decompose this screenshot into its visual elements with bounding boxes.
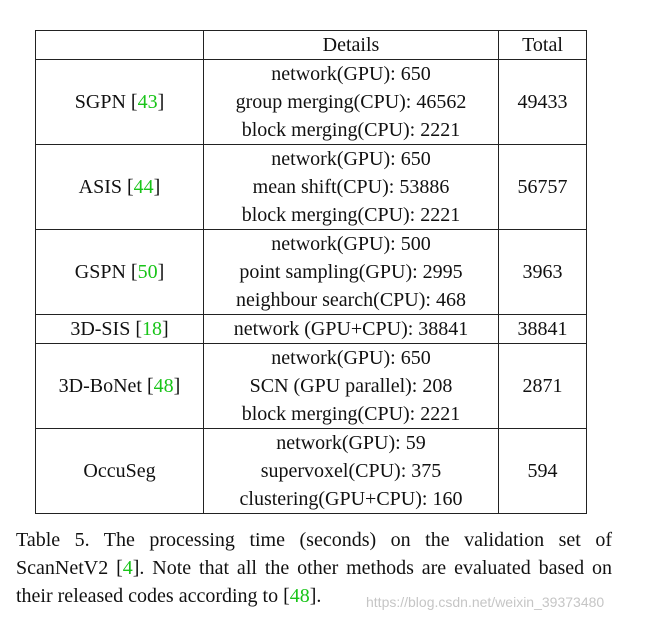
header-details: Details [203,30,499,60]
table-header-row: Details Total [35,30,587,60]
method-cell: SGPN [43] [35,59,204,145]
table-row: OccuSeg network(GPU): 59 supervoxel(CPU): … [35,428,587,514]
citation-link[interactable]: 43 [137,91,158,113]
total-cell: 38841 [498,314,587,344]
caption-citation[interactable]: 48 [289,585,310,607]
method-cell: ASIS [44] [35,144,204,230]
method-cell: GSPN [50] [35,229,204,315]
method-name: GSPN [74,261,126,283]
citation-link[interactable]: 44 [133,176,154,198]
detail-line: mean shift(CPU): 53886 [252,176,450,198]
processing-time-table: Details Total SGPN [43] network(GPU): 650… [35,30,587,514]
method-name: ASIS [78,176,122,198]
details-cell: network (GPU+CPU): 38841 [203,314,499,344]
detail-line: network(GPU): 500 [271,233,431,255]
caption-text: ]. Note that all the other methods are e… [16,557,613,607]
detail-line: network(GPU): 59 [276,432,426,454]
method-cell: 3D-SIS [18] [35,314,204,344]
detail-line: network(GPU): 650 [271,148,431,170]
caption-text: ]. [309,585,322,607]
method-cell: OccuSeg [35,428,204,514]
method-name: OccuSeg [83,460,156,482]
detail-line: supervoxel(CPU): 375 [260,460,442,482]
citation-link[interactable]: 48 [153,375,174,397]
table-row: GSPN [50] network(GPU): 500 point sampling… [35,229,587,315]
detail-line: network (GPU+CPU): 38841 [233,318,469,340]
details-cell: network(GPU): 650 mean shift(CPU): 53886 b… [203,144,499,230]
method-cell: 3D-BoNet [48] [35,343,204,429]
total-cell: 594 [498,428,587,514]
total-cell: 49433 [498,59,587,145]
detail-line: point sampling(GPU): 2995 [239,261,463,283]
method-name: 3D-SIS [70,318,131,340]
table-row: ASIS [44] network(GPU): 650 mean shift(CPU… [35,144,587,230]
details-cell: network(GPU): 500 point sampling(GPU): 29… [203,229,499,315]
total-cell: 3963 [498,229,587,315]
table-row: 3D-BoNet [48] network(GPU): 650 SCN (GPU p… [35,343,587,429]
details-cell: network(GPU): 650 group merging(CPU): 465… [203,59,499,145]
detail-line: clustering(GPU+CPU): 160 [239,488,463,510]
citation-link[interactable]: 50 [137,261,158,283]
method-name: SGPN [74,91,126,113]
header-total: Total [498,30,587,60]
watermark-url: https://blog.csdn.net/weixin_39373480 [366,594,605,610]
table-body: SGPN [43] network(GPU): 650 group merging(… [35,59,587,514]
table-row: 3D-SIS [18] network (GPU+CPU): 38841 38841 [35,314,587,344]
detail-line: block merging(CPU): 2221 [241,403,461,425]
details-cell: network(GPU): 650 SCN (GPU parallel): 208… [203,343,499,429]
total-cell: 56757 [498,144,587,230]
detail-line: neighbour search(CPU): 468 [236,289,466,311]
detail-line: network(GPU): 650 [271,63,431,85]
caption-citation[interactable]: 4 [122,557,133,579]
table-row: SGPN [43] network(GPU): 650 group merging(… [35,59,587,145]
header-method [35,30,204,60]
details-cell: network(GPU): 59 supervoxel(CPU): 375 clus… [203,428,499,514]
caption-text: Table 5. The processing time (seconds) o… [16,529,612,579]
detail-line: SCN (GPU parallel): 208 [249,375,453,397]
method-name: 3D-BoNet [58,375,142,397]
citation-link[interactable]: 18 [142,318,162,340]
detail-line: block merging(CPU): 2221 [241,119,461,141]
detail-line: block merging(CPU): 2221 [241,204,461,226]
detail-line: network(GPU): 650 [271,347,431,369]
total-cell: 2871 [498,343,587,429]
detail-line: group merging(CPU): 46562 [235,91,467,113]
table-caption: Table 5. The processing time (seconds) o… [16,526,612,610]
